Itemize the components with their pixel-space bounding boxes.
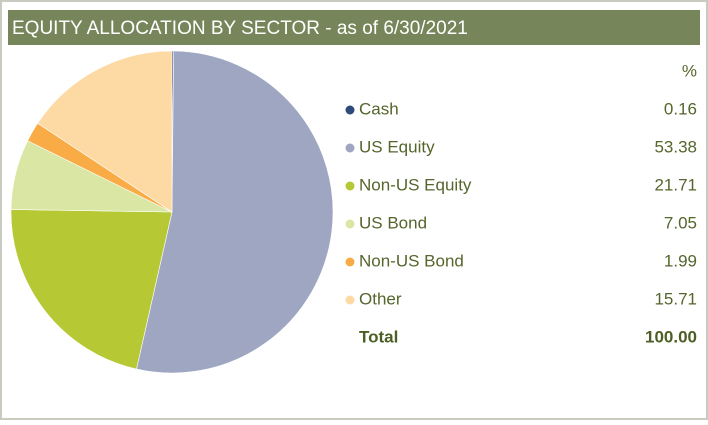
legend-marker: [345, 143, 355, 153]
value-label: 21.71: [654, 175, 697, 194]
legend-marker: [345, 181, 355, 191]
value-label: 7.05: [664, 213, 697, 232]
pie-slice: [37, 50, 173, 213]
unit-header: %: [682, 61, 697, 80]
legend-label: US Bond: [359, 213, 427, 232]
legend-label: Cash: [359, 99, 399, 118]
value-label: 1.99: [664, 251, 697, 270]
legend-marker: [345, 295, 355, 305]
legend: Cash 0.16 US Equity 53.38 Non-US Equity 21.71…: [345, 99, 697, 346]
legend-label: Non-US Equity: [359, 175, 472, 194]
title-bar: [8, 10, 700, 45]
value-label: 53.38: [654, 137, 697, 156]
legend-label: US Equity: [359, 137, 435, 156]
legend-label: Other: [359, 289, 402, 308]
value-label: 15.71: [654, 289, 697, 308]
total-value: 100.00: [645, 327, 697, 346]
value-label: 0.16: [664, 99, 697, 118]
legend-marker: [345, 105, 355, 115]
pie: [10, 50, 334, 374]
legend-label: Non-US Bond: [359, 251, 464, 270]
chart-title: EQUITY ALLOCATION BY SECTOR - as of 6/30…: [12, 18, 468, 39]
legend-marker: [345, 257, 355, 267]
legend-marker: [345, 219, 355, 229]
pie-slice: [136, 50, 334, 374]
total-label: Total: [359, 327, 398, 346]
pie-slice: [10, 209, 173, 370]
